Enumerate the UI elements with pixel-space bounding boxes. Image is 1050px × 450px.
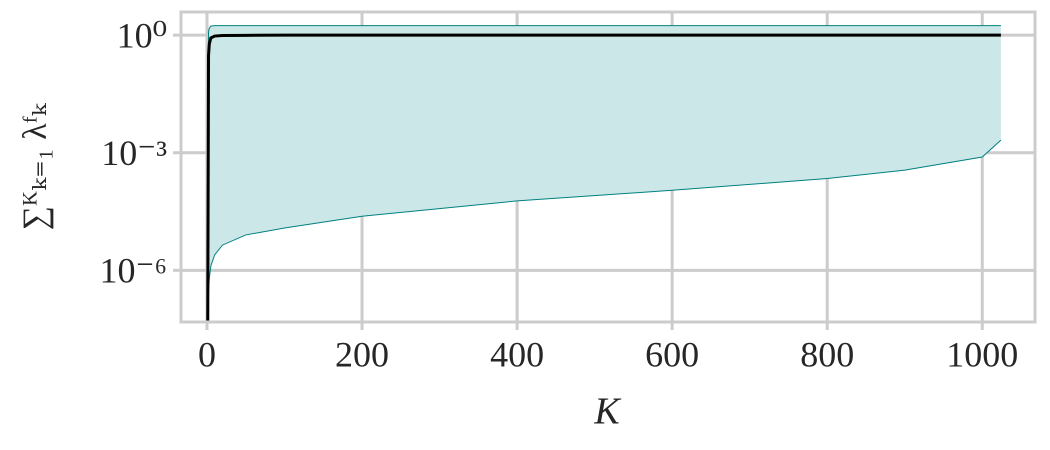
y-tick-label: 10⁻⁶ xyxy=(99,251,167,291)
plot-area: 0 200 400 600 800 1000 10⁰ 10⁻³ 10⁻⁶ xyxy=(99,10,1037,374)
x-tick-label: 0 xyxy=(198,334,216,374)
y-axis-label: ∑ᴷₖ₌₁ λᶠₖ xyxy=(17,102,54,230)
y-tick-label: 10⁰ xyxy=(117,15,167,55)
band-fill xyxy=(207,25,1001,322)
x-tick-label: 1000 xyxy=(946,334,1018,374)
x-tick-label: 200 xyxy=(335,334,389,374)
line xyxy=(206,33,1001,322)
plot-frame xyxy=(179,10,1037,324)
band-upper xyxy=(207,25,1001,322)
x-axis-label: K xyxy=(593,391,621,433)
band-lower xyxy=(207,139,1002,322)
x-tick-label: 400 xyxy=(490,334,544,374)
data-layer xyxy=(206,25,1002,322)
x-tick-label: 600 xyxy=(645,334,699,374)
x-tick-label: 800 xyxy=(800,334,854,374)
y-tick-label: 10⁻³ xyxy=(101,133,167,173)
